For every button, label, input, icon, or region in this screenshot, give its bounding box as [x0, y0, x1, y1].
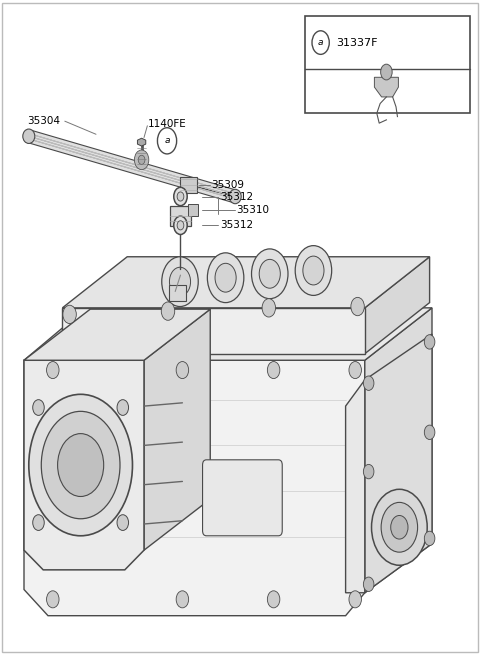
- Circle shape: [58, 434, 104, 496]
- Circle shape: [174, 216, 187, 234]
- Circle shape: [134, 150, 149, 170]
- Circle shape: [424, 531, 435, 546]
- Circle shape: [267, 362, 280, 379]
- Polygon shape: [374, 77, 398, 97]
- Circle shape: [391, 515, 408, 539]
- Polygon shape: [346, 380, 365, 593]
- Text: a: a: [164, 136, 170, 145]
- Polygon shape: [62, 308, 365, 354]
- Circle shape: [424, 335, 435, 349]
- Circle shape: [33, 515, 44, 531]
- Text: 35312: 35312: [220, 220, 253, 231]
- Polygon shape: [24, 360, 365, 616]
- Circle shape: [161, 302, 175, 320]
- Circle shape: [29, 394, 132, 536]
- Circle shape: [177, 192, 184, 201]
- Text: 1140FE: 1140FE: [148, 119, 187, 130]
- Text: 35304: 35304: [27, 116, 60, 126]
- Text: a: a: [318, 38, 324, 47]
- FancyBboxPatch shape: [305, 16, 470, 113]
- FancyBboxPatch shape: [203, 460, 282, 536]
- Circle shape: [363, 577, 374, 591]
- Polygon shape: [28, 130, 236, 203]
- Circle shape: [41, 411, 120, 519]
- Circle shape: [117, 515, 129, 531]
- Circle shape: [349, 591, 361, 608]
- Circle shape: [63, 305, 76, 324]
- Ellipse shape: [23, 129, 35, 143]
- Circle shape: [295, 246, 332, 295]
- Polygon shape: [365, 308, 432, 593]
- Circle shape: [138, 155, 145, 164]
- Circle shape: [381, 64, 392, 80]
- Polygon shape: [365, 334, 432, 593]
- Bar: [180, 177, 197, 193]
- Circle shape: [363, 376, 374, 390]
- Circle shape: [169, 267, 191, 296]
- Circle shape: [207, 253, 244, 303]
- Polygon shape: [24, 360, 144, 570]
- Circle shape: [351, 297, 364, 316]
- Circle shape: [177, 221, 184, 230]
- Text: 35312: 35312: [220, 191, 253, 202]
- Circle shape: [176, 362, 189, 379]
- Bar: [169, 285, 186, 301]
- Circle shape: [349, 362, 361, 379]
- Circle shape: [372, 489, 427, 565]
- Polygon shape: [24, 308, 432, 360]
- Circle shape: [381, 502, 418, 552]
- Circle shape: [215, 263, 236, 292]
- Polygon shape: [62, 257, 430, 308]
- Circle shape: [252, 249, 288, 299]
- Polygon shape: [144, 309, 210, 550]
- Circle shape: [363, 464, 374, 479]
- Circle shape: [174, 187, 187, 206]
- Circle shape: [47, 591, 59, 608]
- Text: 31337F: 31337F: [336, 37, 377, 48]
- Polygon shape: [137, 138, 146, 146]
- Circle shape: [424, 425, 435, 440]
- Polygon shape: [24, 309, 210, 360]
- Text: 35310: 35310: [236, 204, 269, 215]
- Circle shape: [117, 400, 129, 415]
- Bar: [170, 206, 191, 226]
- Circle shape: [47, 362, 59, 379]
- Bar: [188, 204, 198, 216]
- Circle shape: [176, 591, 189, 608]
- Circle shape: [33, 400, 44, 415]
- Circle shape: [267, 591, 280, 608]
- Circle shape: [303, 256, 324, 285]
- Circle shape: [259, 259, 280, 288]
- Polygon shape: [365, 257, 430, 354]
- Circle shape: [262, 299, 276, 317]
- Text: 35309: 35309: [211, 179, 244, 190]
- Ellipse shape: [229, 189, 241, 204]
- Circle shape: [162, 257, 198, 307]
